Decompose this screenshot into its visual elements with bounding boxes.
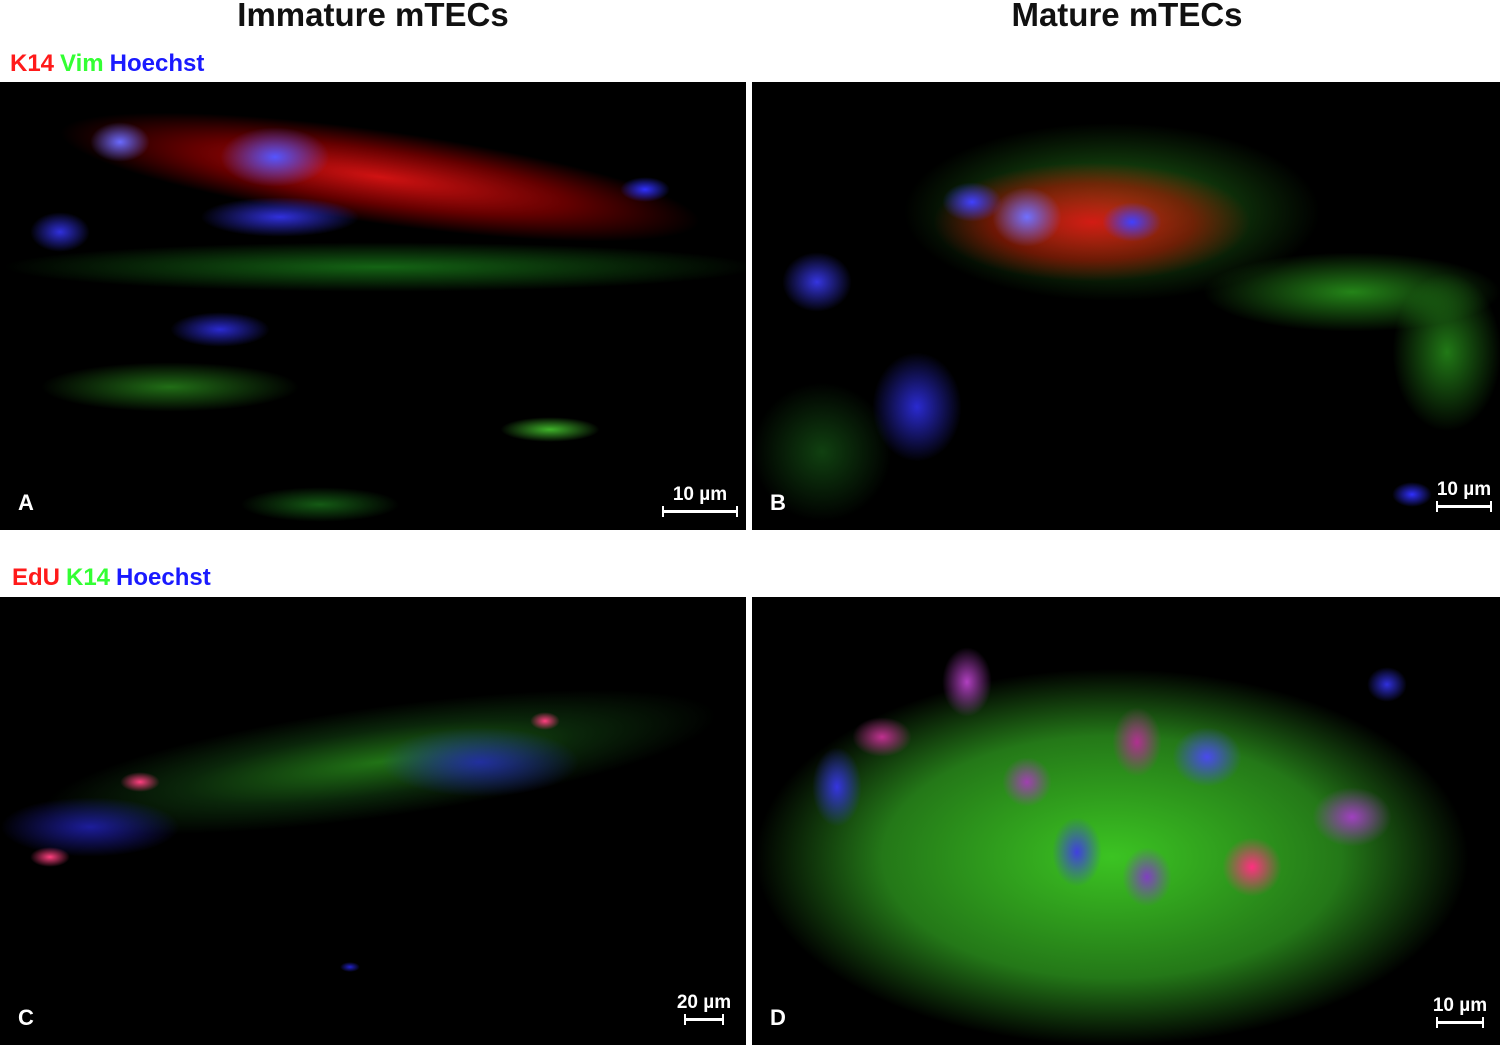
scale-bar-a: 10 µm: [662, 484, 738, 517]
scale-label: 10 µm: [672, 484, 728, 505]
legend-edu: EdU: [12, 564, 60, 591]
legend-k14: K14: [10, 50, 55, 77]
panel-b-micrograph: B 10 µm: [752, 82, 1500, 530]
scale-bar-b: 10 µm: [1436, 479, 1492, 512]
column-title-mature: Mature mTECs: [1011, 0, 1243, 33]
panel-label-a: A: [18, 490, 34, 515]
stain-legend-top: K14 Vim Hoechst: [10, 50, 210, 78]
panel-d-micrograph: D 10 µm: [752, 597, 1500, 1045]
legend-k14: K14: [66, 564, 111, 591]
legend-vim: Vim: [60, 50, 104, 77]
panel-label-c: C: [18, 1005, 34, 1030]
panel-label-d: D: [770, 1005, 786, 1030]
panel-label-b: B: [770, 490, 786, 515]
scale-bar-c: 20 µm: [676, 992, 732, 1025]
legend-hoechst: Hoechst: [109, 50, 205, 77]
scale-label: 20 µm: [676, 992, 732, 1013]
scale-label: 10 µm: [1436, 479, 1492, 500]
scale-label: 10 µm: [1432, 995, 1488, 1016]
panel-c-micrograph: C 20 µm: [0, 597, 746, 1045]
column-title-immature: Immature mTECs: [237, 0, 509, 33]
scale-bar-d: 10 µm: [1432, 995, 1488, 1028]
panel-a-micrograph: A 10 µm: [0, 82, 746, 530]
legend-hoechst: Hoechst: [116, 564, 211, 591]
stain-legend-bottom: EdU K14 Hoechst: [12, 564, 217, 592]
